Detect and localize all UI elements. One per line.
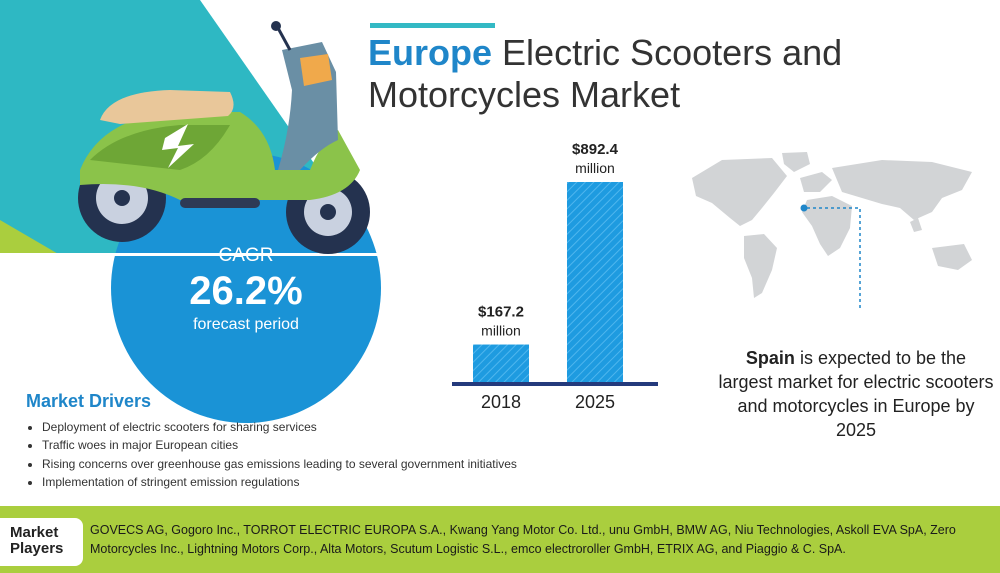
ground-line: [0, 253, 390, 256]
data-label-amount: $167.2: [478, 304, 524, 321]
driver-item: Deployment of electric scooters for shar…: [42, 418, 646, 436]
x-tick-label: 2018: [481, 392, 521, 412]
bar-2018: [473, 344, 529, 382]
market-players-label-line2: Players: [10, 540, 64, 557]
title-highlight: Europe: [368, 32, 493, 73]
green-corner-accent: [0, 220, 60, 255]
x-tick-label: 2025: [575, 392, 615, 412]
bar-2025: [567, 182, 623, 382]
cagr-block: CAGR 26.2% forecast period: [170, 244, 322, 336]
cagr-label: CAGR: [218, 245, 274, 266]
x-axis-line: [452, 382, 658, 386]
world-map: [692, 152, 972, 308]
data-label-amount: $892.4: [572, 141, 619, 158]
cagr-value: 26.2%: [189, 269, 303, 313]
page-title: Europe Electric Scooters and Motorcycles…: [368, 32, 928, 116]
cagr-sublabel: forecast period: [193, 316, 299, 333]
market-drivers: Market Drivers Deployment of electric sc…: [26, 391, 646, 491]
market-players-list: GOVECS AG, Gogoro Inc., TORROT ELECTRIC …: [90, 523, 956, 556]
driver-item: Implementation of stringent emission reg…: [42, 473, 646, 491]
market-players-label-line1: Market: [10, 524, 59, 541]
drivers-list: Deployment of electric scooters for shar…: [26, 418, 646, 491]
data-label-unit: million: [575, 160, 615, 176]
bar-chart-svg: $167.2 million 2018 $892.4 million 2025: [452, 141, 658, 412]
insight-country: Spain: [745, 348, 795, 368]
title-accent-bar: [370, 23, 495, 28]
market-players-badge: Market Players: [0, 518, 83, 566]
market-players-label: Market Players: [10, 525, 80, 557]
drivers-heading: Market Drivers: [26, 391, 152, 411]
driver-item: Rising concerns over greenhouse gas emis…: [42, 455, 646, 473]
market-size-chart: $167.2 million 2018 $892.4 million 2025: [440, 140, 670, 420]
driver-item: Traffic woes in major European cities: [42, 436, 646, 454]
insight-text: is expected to be the largest market for…: [718, 348, 994, 440]
scooter-illustration: [78, 21, 370, 254]
data-label-unit: million: [481, 323, 521, 339]
title-rest: Electric Scooters and Motorcycles Market: [368, 32, 843, 115]
spain-insight: Spain is expected to be the largest mark…: [718, 346, 994, 442]
spain-marker: [800, 204, 808, 212]
market-players-footer: Market Players GOVECS AG, Gogoro Inc., T…: [0, 506, 1000, 573]
